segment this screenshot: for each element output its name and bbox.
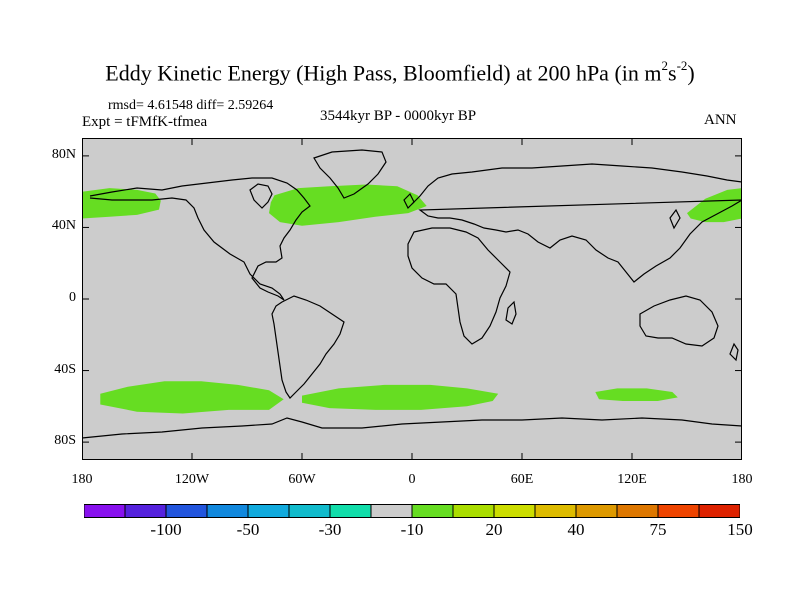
coastlines <box>82 149 742 439</box>
x-tick-label: 120E <box>617 472 647 487</box>
madagascar-coastline <box>505 300 517 325</box>
colorbar-box <box>247 504 290 518</box>
plot-title: Eddy Kinetic Energy (High Pass, Bloomfie… <box>0 58 800 86</box>
x-tick-label: 60E <box>510 472 534 487</box>
title-superscript-1: 2 <box>661 58 669 73</box>
period-label: 3544kyr BP - 0000kyr BP <box>320 108 477 124</box>
greenland-coastline <box>313 149 387 199</box>
colorbar-box <box>657 504 700 518</box>
x-tick-label: 120W <box>174 472 210 487</box>
colorbar-label: 150 <box>727 520 753 539</box>
africa-coastline <box>407 227 511 345</box>
antarctica-coastline <box>82 417 742 439</box>
japan-coastline <box>669 208 681 230</box>
north-america-coastline <box>89 177 311 301</box>
australia-coastline <box>639 295 719 347</box>
season-label: ANN <box>704 112 737 128</box>
colorbar-box <box>165 504 208 518</box>
y-tick-label: 40N <box>51 218 76 234</box>
x-tick-label: 0 <box>408 472 416 487</box>
colorbar-box <box>575 504 618 518</box>
eurasia-coastline <box>411 163 742 283</box>
x-tick-label: 180 <box>731 472 753 487</box>
colorbar-box <box>411 504 454 518</box>
y-tick-label: 0 <box>69 290 76 305</box>
anomaly-region-southern-ocean-west <box>100 381 284 414</box>
colorbar-box <box>534 504 577 518</box>
experiment-label: Expt = tFMfK-tfmea <box>82 114 208 130</box>
colorbar-label: -10 <box>400 520 424 539</box>
colorbar-box <box>206 504 249 518</box>
colorbar-box <box>288 504 331 518</box>
colorbar-box <box>493 504 536 518</box>
x-tick-label: 60W <box>288 472 316 487</box>
colorbar-box <box>84 504 126 518</box>
title-unit-s: s <box>668 60 677 86</box>
stats-label: rmsd= 4.61548 diff= 2.59264 <box>108 98 274 113</box>
south-america-coastline <box>271 295 345 399</box>
anomaly-region-north-atlantic <box>269 184 427 226</box>
anomaly-regions <box>82 184 742 414</box>
colorbar <box>84 504 740 518</box>
colorbar-box <box>370 504 413 518</box>
colorbar-boxes <box>84 504 740 518</box>
anomaly-region-southern-ocean-east <box>595 388 678 401</box>
colorbar-box <box>616 504 659 518</box>
colorbar-label: 20 <box>485 520 503 539</box>
colorbar-label: -100 <box>150 520 182 539</box>
colorbar-box <box>329 504 372 518</box>
colorbar-box <box>124 504 167 518</box>
colorbar-label: -50 <box>236 520 260 539</box>
x-tick-label: 180 <box>71 472 93 487</box>
world-map <box>82 138 742 460</box>
colorbar-label: -30 <box>318 520 342 539</box>
anomaly-region-north-pacific-east <box>687 188 742 223</box>
anomaly-region-north-pacific-west <box>82 188 161 219</box>
british-isles-coastline <box>403 192 415 210</box>
colorbar-box <box>452 504 495 518</box>
axis-ticks <box>82 138 742 460</box>
title-main: Eddy Kinetic Energy (High Pass, Bloomfie… <box>105 60 662 86</box>
new-zealand-coastline <box>729 342 739 362</box>
y-tick-label: 80S <box>54 433 76 449</box>
y-tick-label: 80N <box>51 146 76 162</box>
title-close: ) <box>687 60 695 86</box>
y-tick-label: 40S <box>54 361 76 377</box>
anomaly-region-southern-ocean-central <box>302 384 499 410</box>
title-superscript-2: -2 <box>676 58 688 73</box>
colorbar-label: 40 <box>567 520 585 539</box>
colorbar-label: 75 <box>649 520 667 539</box>
hudson-bay-coastline <box>249 183 273 209</box>
colorbar-box <box>698 504 740 518</box>
